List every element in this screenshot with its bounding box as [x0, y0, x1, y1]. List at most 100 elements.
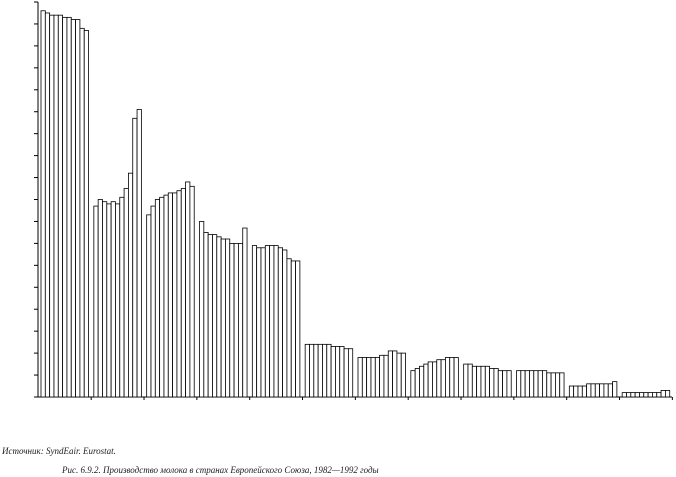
- bar: [185, 181, 191, 398]
- bar: [432, 361, 438, 398]
- bar: [400, 352, 406, 398]
- bar: [392, 350, 398, 398]
- bar: [260, 247, 266, 398]
- bar: [516, 370, 522, 398]
- bar: [53, 14, 59, 398]
- bar: [225, 238, 231, 398]
- bar: [347, 348, 354, 398]
- bar: [110, 201, 116, 398]
- bar: [542, 370, 548, 398]
- bar: [220, 238, 226, 398]
- bar: [550, 372, 556, 398]
- bar: [290, 260, 296, 398]
- bar: [242, 227, 248, 398]
- bar: [93, 205, 99, 398]
- bar: [370, 357, 376, 398]
- bar: [445, 357, 451, 398]
- bar: [647, 392, 653, 398]
- bar: [282, 249, 288, 398]
- bar: [489, 368, 495, 398]
- bar: [199, 221, 205, 398]
- bar: [132, 117, 138, 398]
- bar: [594, 383, 600, 398]
- bar: [357, 357, 363, 398]
- bar: [410, 370, 416, 398]
- bar: [502, 370, 508, 398]
- bar: [414, 368, 420, 398]
- bar: [396, 352, 402, 398]
- bar: [79, 27, 85, 398]
- bar: [453, 357, 459, 398]
- bar: [70, 19, 76, 398]
- bar: [612, 381, 618, 398]
- bar: [467, 363, 473, 398]
- bar: [264, 245, 271, 398]
- bar: [83, 30, 89, 398]
- bar: [607, 383, 613, 398]
- bar: [277, 247, 283, 398]
- bar: [123, 188, 129, 398]
- bar: [233, 242, 239, 398]
- bar: [423, 363, 429, 398]
- bar: [524, 370, 530, 398]
- bar: [167, 192, 174, 398]
- bar: [603, 383, 609, 398]
- source-note: Источник: SyndEair. Eurostat.: [1, 446, 116, 456]
- bar: [664, 390, 671, 398]
- bar: [106, 203, 112, 398]
- bar: [295, 260, 301, 398]
- bar: [330, 346, 336, 398]
- bar: [440, 359, 446, 398]
- bar: [150, 205, 156, 398]
- bar: [229, 242, 235, 398]
- bar: [471, 365, 478, 398]
- bar: [49, 14, 55, 398]
- bar: [639, 392, 645, 398]
- bar: [238, 242, 244, 398]
- bar: [493, 368, 499, 398]
- bar: [180, 188, 186, 398]
- chart-caption: Рис. 6.9.2. Производство молока в страна…: [61, 465, 379, 475]
- bar: [590, 383, 596, 398]
- bar: [304, 343, 310, 398]
- bar: [115, 203, 121, 398]
- bar: [497, 370, 503, 398]
- bar: [273, 245, 279, 398]
- bar: [643, 392, 649, 398]
- bar: [343, 348, 349, 398]
- bar: [480, 365, 486, 398]
- bar: [568, 385, 575, 398]
- bar: [146, 214, 152, 398]
- bar: [309, 343, 315, 398]
- bar: [189, 185, 195, 398]
- bar: [163, 194, 169, 398]
- bar: [207, 234, 213, 398]
- bar: [436, 359, 442, 398]
- bar: [520, 370, 526, 398]
- bar: [335, 346, 341, 398]
- bar: [40, 10, 46, 398]
- bar: [256, 247, 262, 398]
- bar: [286, 258, 292, 398]
- bar: [581, 385, 588, 398]
- bar: [449, 357, 455, 398]
- bar: [317, 343, 323, 398]
- bar: [427, 361, 433, 398]
- bar: [586, 383, 592, 398]
- bar: [57, 14, 64, 398]
- bar: [313, 343, 319, 398]
- bar: [621, 392, 627, 398]
- bar: [361, 357, 368, 398]
- bar: [75, 19, 81, 398]
- bar: [97, 199, 103, 398]
- bar: [463, 363, 469, 398]
- bar: [555, 372, 561, 398]
- bar: [159, 196, 165, 398]
- bar: [203, 232, 209, 398]
- bar: [216, 236, 222, 398]
- bar: [577, 385, 583, 398]
- bar: [172, 192, 178, 398]
- bar: [387, 350, 393, 398]
- bar: [102, 201, 108, 398]
- bar: [573, 385, 579, 398]
